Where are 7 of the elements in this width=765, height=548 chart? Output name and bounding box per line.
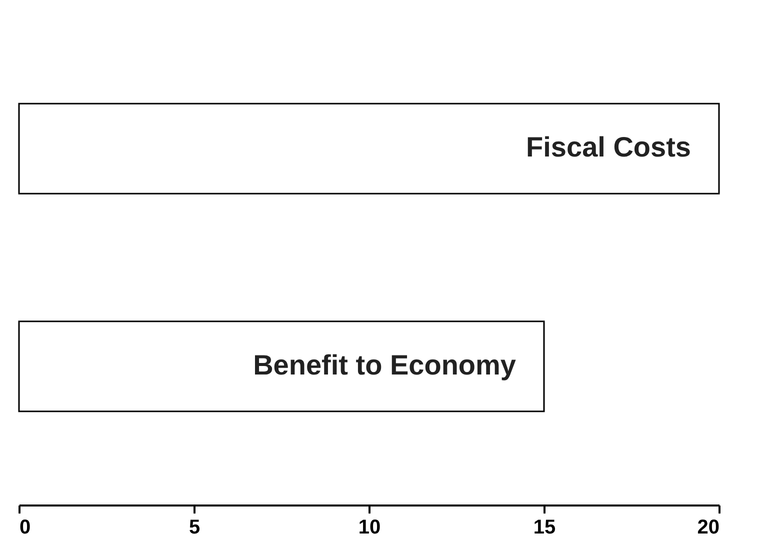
x-tick-label: 5	[188, 516, 200, 538]
y-tick-label: Fiscal Costs	[526, 132, 691, 163]
x-tick-label: 10	[358, 516, 381, 538]
x-tick-label: 0	[20, 516, 31, 538]
x-tick-label: 15	[533, 516, 556, 538]
x-tick-label: 20	[697, 516, 720, 538]
y-tick-label: Benefit to Economy	[253, 349, 516, 380]
